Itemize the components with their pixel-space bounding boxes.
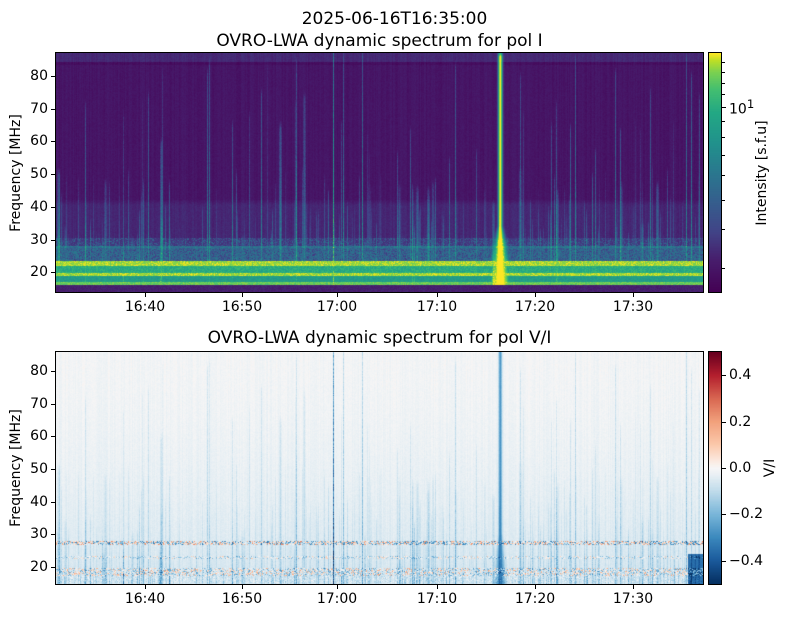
y-tick-label: 40	[30, 199, 48, 215]
x-tick-mark	[145, 585, 146, 589]
figure-title: 2025-06-16T16:35:00	[301, 9, 488, 29]
x-tick-mark	[242, 293, 243, 297]
y-tick-mark	[51, 436, 55, 437]
colorbar-tick-mark	[722, 375, 726, 376]
colorbar-tick-label: −0.4	[729, 553, 763, 569]
panel2-colorbar-canvas	[709, 352, 721, 584]
y-tick-label: 60	[30, 428, 48, 444]
panel1-spectrogram-canvas	[56, 53, 703, 292]
y-tick-mark	[51, 240, 55, 241]
colorbar-minor-tick-mark	[722, 268, 725, 269]
colorbar-minor-tick-mark	[722, 200, 725, 201]
x-tick-label: 16:40	[124, 591, 166, 607]
y-tick-mark	[51, 207, 55, 208]
colorbar-tick-label: −0.2	[729, 506, 763, 522]
y-tick-mark	[51, 404, 55, 405]
x-tick-label: 16:50	[221, 591, 263, 607]
y-tick-label: 70	[30, 396, 48, 412]
colorbar-tick-mark	[722, 468, 726, 469]
x-tick-mark	[337, 585, 338, 589]
colorbar-minor-tick-mark	[722, 94, 725, 95]
colorbar-minor-tick-mark	[722, 137, 725, 138]
y-tick-mark	[51, 272, 55, 273]
colorbar-tick-mark	[722, 422, 726, 423]
colorbar-minor-tick-mark	[722, 121, 725, 122]
colorbar-tick-mark	[722, 561, 726, 562]
x-tick-mark	[242, 585, 243, 589]
y-tick-label: 80	[30, 363, 48, 379]
y-tick-label: 20	[30, 264, 48, 280]
panel2-spectrogram	[55, 351, 704, 585]
y-tick-label: 30	[30, 232, 48, 248]
x-tick-label: 17:00	[316, 299, 358, 315]
y-tick-label: 40	[30, 494, 48, 510]
colorbar-major-tick-label: 101	[729, 97, 755, 118]
y-tick-mark	[51, 469, 55, 470]
x-tick-label: 17:30	[612, 591, 654, 607]
y-tick-mark	[51, 109, 55, 110]
y-tick-label: 50	[30, 461, 48, 477]
colorbar-minor-tick-mark	[722, 62, 725, 63]
x-tick-mark	[437, 293, 438, 297]
panel1-colorbar-label: Intensity [s.f.u]	[754, 120, 770, 226]
x-tick-mark	[437, 585, 438, 589]
y-tick-label: 20	[30, 559, 48, 575]
panel1-colorbar-canvas	[709, 53, 721, 292]
x-tick-mark	[337, 293, 338, 297]
y-tick-label: 50	[30, 166, 48, 182]
x-tick-mark	[633, 293, 634, 297]
x-tick-label: 16:40	[124, 299, 166, 315]
colorbar-tick-label: 0.0	[729, 460, 752, 476]
colorbar-minor-tick-mark	[722, 72, 725, 73]
x-tick-label: 16:50	[221, 299, 263, 315]
y-tick-label: 70	[30, 101, 48, 117]
colorbar-minor-tick-mark	[722, 83, 725, 84]
panel1-spectrogram	[55, 52, 704, 293]
colorbar-tick-label: 0.4	[729, 367, 752, 383]
panel2-title: OVRO-LWA dynamic spectrum for pol V/I	[207, 328, 552, 348]
x-tick-label: 17:10	[416, 591, 458, 607]
x-tick-label: 17:20	[514, 299, 556, 315]
x-tick-mark	[633, 585, 634, 589]
y-tick-mark	[51, 567, 55, 568]
x-tick-mark	[535, 293, 536, 297]
y-tick-label: 60	[30, 133, 48, 149]
colorbar-minor-tick-mark	[722, 229, 725, 230]
panel2-spectrogram-canvas	[56, 352, 703, 584]
x-tick-mark	[145, 293, 146, 297]
x-tick-label: 17:30	[612, 299, 654, 315]
y-tick-mark	[51, 76, 55, 77]
y-tick-label: 30	[30, 526, 48, 542]
x-tick-label: 17:10	[416, 299, 458, 315]
y-tick-mark	[51, 141, 55, 142]
y-tick-mark	[51, 371, 55, 372]
panel1-colorbar	[708, 52, 722, 293]
colorbar-tick-label: 0.2	[729, 414, 752, 430]
x-tick-mark	[535, 585, 536, 589]
y-tick-label: 80	[30, 68, 48, 84]
colorbar-tick-mark	[722, 514, 726, 515]
x-tick-label: 17:20	[514, 591, 556, 607]
y-tick-mark	[51, 534, 55, 535]
colorbar-major-tick-mark	[722, 107, 726, 108]
x-tick-label: 17:00	[316, 591, 358, 607]
y-tick-mark	[51, 502, 55, 503]
panel1-title: OVRO-LWA dynamic spectrum for pol I	[216, 31, 543, 51]
colorbar-minor-tick-mark	[722, 155, 725, 156]
colorbar-minor-tick-mark	[722, 175, 725, 176]
panel2-colorbar	[708, 351, 722, 585]
y-tick-mark	[51, 174, 55, 175]
